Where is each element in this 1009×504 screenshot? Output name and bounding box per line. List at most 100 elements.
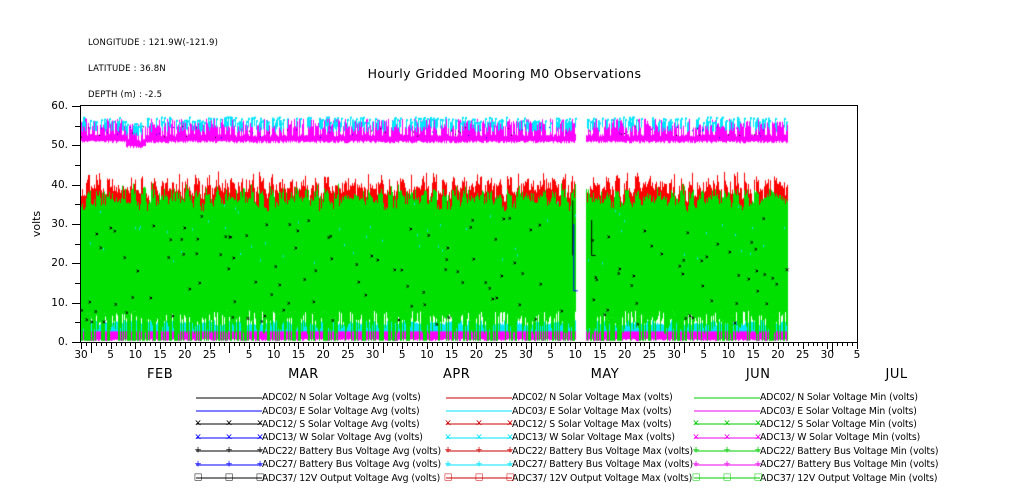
legend-line [446,437,512,439]
x-axis-tick-major [298,342,300,349]
legend-marker-square: □ [691,472,701,483]
legend-line [196,450,262,452]
x-axis-tick-minor [511,342,512,346]
legend-label: ADC12/ S Solar Voltage Min (volts) [760,418,917,430]
x-axis-tick-minor [100,342,102,346]
x-axis-tick-label: 15 [593,349,607,361]
legend-marker-square: □ [443,472,453,483]
x-axis-tick-minor [659,342,661,346]
legend-label: ADC13/ W Solar Voltage Min (volts) [760,432,921,444]
legend-label: ADC27/ Battery Bus Voltage Max (volts) [512,459,694,471]
x-axis-tick-label: 5 [547,349,554,361]
x-axis-tick-minor [461,342,463,346]
legend-label: ADC02/ N Solar Voltage Min (volts) [760,392,918,404]
chart-legend: ADC02/ N Solar Voltage Avg (volts) ADC02/… [194,391,996,485]
x-axis-tick-minor [535,342,537,346]
x-axis-tick-minor [748,342,750,346]
legend-swatch-adc02-min [694,392,760,404]
x-axis-tick-minor [239,342,241,346]
legend-marker-+: + [444,459,452,470]
x-axis-month-divider [530,342,532,353]
x-axis-tick-major [110,342,112,349]
legend-marker-+: + [506,459,514,470]
legend-marker-square: □ [474,472,484,483]
x-axis-tick-minor [797,342,799,346]
y-axis-tick-minor [75,243,80,245]
legend-marker-+: + [754,459,762,470]
x-axis-tick-minor [693,342,695,346]
x-axis-tick-minor [278,342,280,346]
legend-marker-x: × [754,418,762,429]
y-axis-tick-minor [75,165,80,166]
y-axis-tick-label: 20. [51,257,68,270]
x-axis-tick-major [372,342,374,349]
legend-line [446,464,512,466]
legend-item: + + + ADC22/ Battery Bus Voltage Min (volts… [692,445,944,458]
x-axis-tick-label: 30 [519,349,533,361]
y-axis-tick-label: 60. [51,100,68,112]
x-axis-month-label: JUL [885,367,908,382]
x-axis-tick-major [525,342,527,349]
legend-swatch-adc03-avg [196,405,262,417]
legend-item: × × × ADC13/ W Solar Voltage Avg (volts) [194,431,446,444]
x-axis-tick-minor [639,342,641,346]
legend-label: ADC02/ N Solar Voltage Avg (volts) [262,392,421,404]
x-axis-tick-minor [105,342,107,346]
x-axis-tick-minor [441,342,443,346]
x-axis-tick-major [209,342,211,349]
x-axis-tick-minor [446,342,448,346]
x-axis-tick-minor [338,342,340,346]
x-axis-tick-minor [585,342,587,346]
x-axis-tick-minor [357,342,359,346]
x-axis-tick-minor [179,342,181,346]
legend-item: + + + ADC27/ Battery Bus Voltage Avg (volts… [194,458,446,471]
y-axis-tick-minor [75,204,80,206]
legend-swatch-adc03-max [446,405,512,417]
legend-label: ADC03/ E Solar Voltage Min (volts) [760,405,917,417]
y-axis-tick-major [72,224,80,225]
legend-marker-+: + [723,445,731,456]
legend-swatch-adc27-avg: + + + [194,459,264,471]
x-axis-tick-major [81,342,82,349]
x-axis-tick-minor [540,342,542,346]
legend-line [694,410,760,412]
y-axis-tick-label: 50. [51,139,68,152]
legend-line [196,477,262,479]
legend-marker-x: × [475,432,483,443]
x-axis-tick-minor [852,342,854,346]
x-axis-tick-minor [268,342,270,346]
legend-line [694,437,760,439]
x-axis-tick-label: 25 [642,349,657,361]
legend-marker-+: + [194,459,202,470]
x-axis-tick-major [728,342,730,349]
legend-marker-+: + [754,445,762,456]
legend-marker-x: × [692,418,700,429]
x-axis-tick-minor [629,342,631,346]
x-axis-tick-minor [283,342,285,346]
y-axis-tick-major [72,342,80,343]
x-axis-tick-label: 5 [245,349,253,361]
x-axis-tick-minor [619,342,621,346]
x-axis-tick-minor [140,342,142,346]
x-axis-tick-minor [787,342,789,346]
legend-item: □ □ □ ADC37/ 12V Output Voltage Avg (volts) [194,471,446,484]
legend-item: + + + ADC22/ Battery Bus Voltage Avg (volts… [194,445,446,458]
x-axis-tick-minor [303,342,305,346]
legend-label: ADC22/ Battery Bus Voltage Avg (volts) [262,445,442,457]
x-axis-tick-minor [812,342,814,346]
legend-marker-x: × [723,432,731,443]
x-axis-tick-major [575,342,577,349]
legend-label: ADC27/ Battery Bus Voltage Min (volts) [760,459,939,471]
legend-label: ADC37/ 12V Output Voltage Avg (volts) [262,472,441,484]
legend-label: ADC37/ 12V Output Voltage Min (volts) [760,472,938,484]
x-axis-tick-minor [708,342,710,346]
x-axis-tick-minor [782,342,784,346]
legend-line [694,477,760,479]
x-axis-tick-minor [328,342,330,346]
x-axis-tick-label: 30 [365,349,380,361]
x-axis-tick-minor [847,342,849,346]
x-axis-month-divider [229,342,231,353]
depth-text: DEPTH (m) : -2.5 [88,89,163,100]
x-axis-tick-major [273,342,275,349]
x-axis-tick-label: 25 [202,349,217,361]
